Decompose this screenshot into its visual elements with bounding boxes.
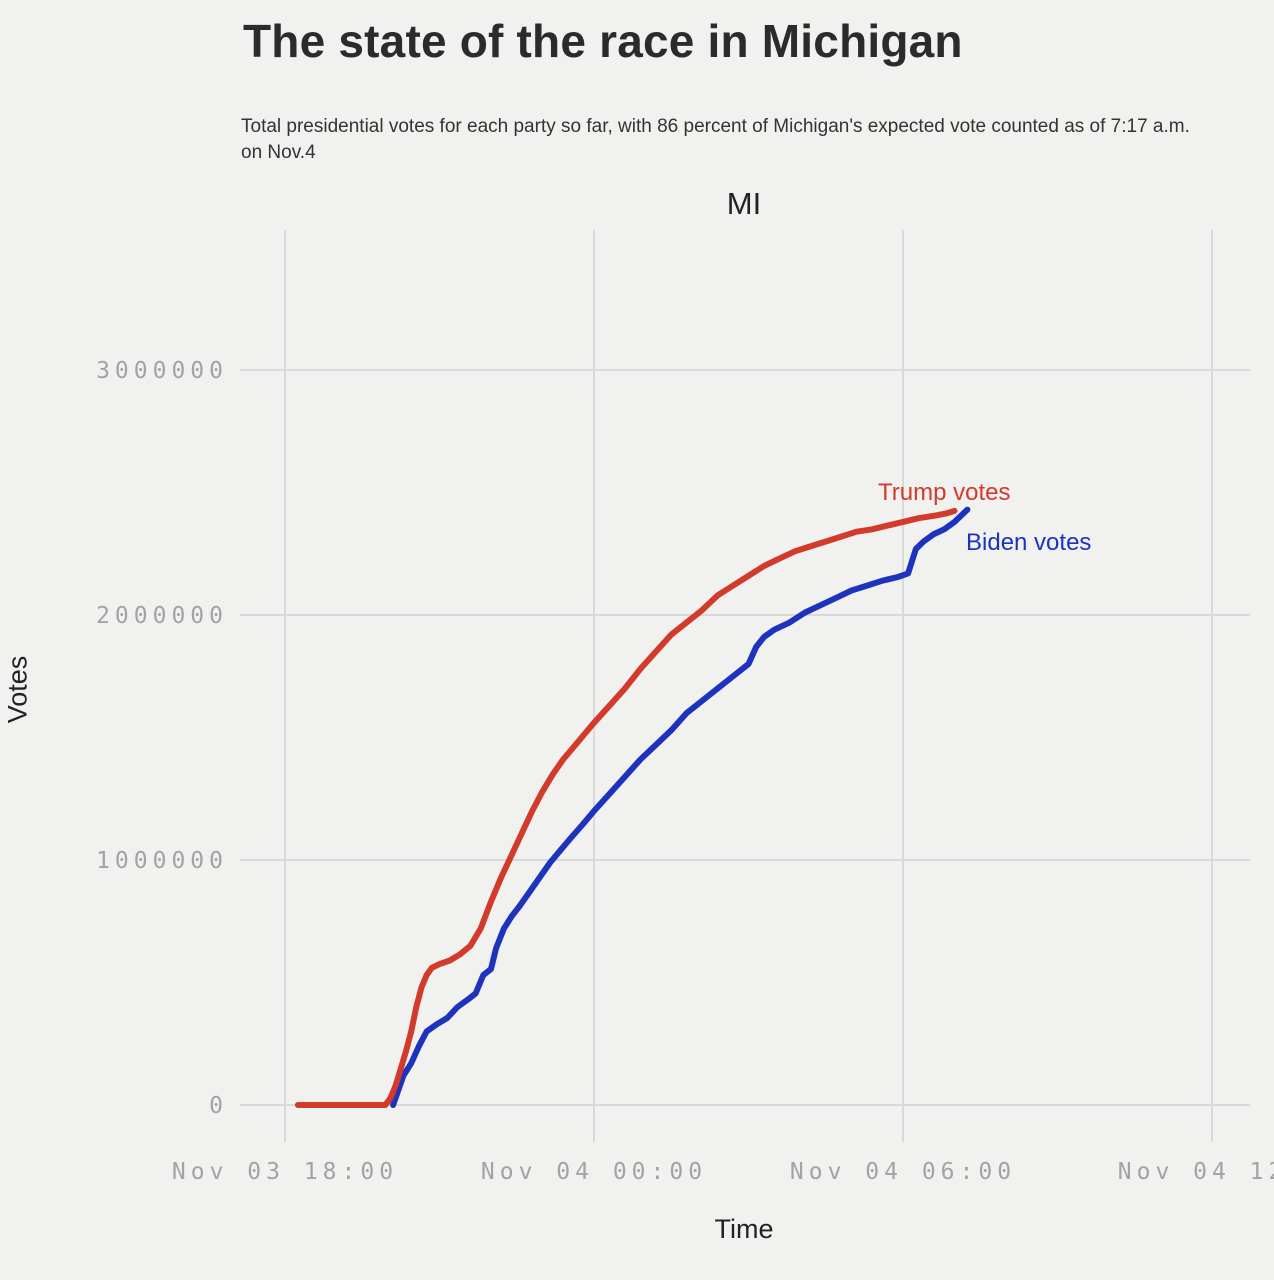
trump-series-label: Trump votes (878, 479, 1011, 506)
x-tick-label: Nov 03 18:00 (172, 1159, 398, 1185)
x-tick-label: Nov 04 12: (1118, 1159, 1274, 1185)
chart-title: MI (726, 186, 762, 221)
y-tick-label: 2000000 (96, 603, 228, 629)
biden-series-label: Biden votes (966, 529, 1092, 556)
x-tick-label: Nov 04 00:00 (481, 1159, 707, 1185)
y-tick-label: 1000000 (96, 848, 228, 874)
biden-votes-line (390, 506, 971, 1108)
page-subtitle: Total presidential votes for each party … (241, 116, 1190, 163)
x-axis-label: Time (714, 1214, 774, 1244)
page-title: The state of the race in Michigan (243, 15, 963, 67)
y-tick-label: 0 (209, 1093, 228, 1119)
trump-votes-line (294, 507, 958, 1108)
x-tick-label: Nov 04 06:00 (790, 1159, 1016, 1185)
y-tick-label: 3000000 (96, 358, 228, 384)
